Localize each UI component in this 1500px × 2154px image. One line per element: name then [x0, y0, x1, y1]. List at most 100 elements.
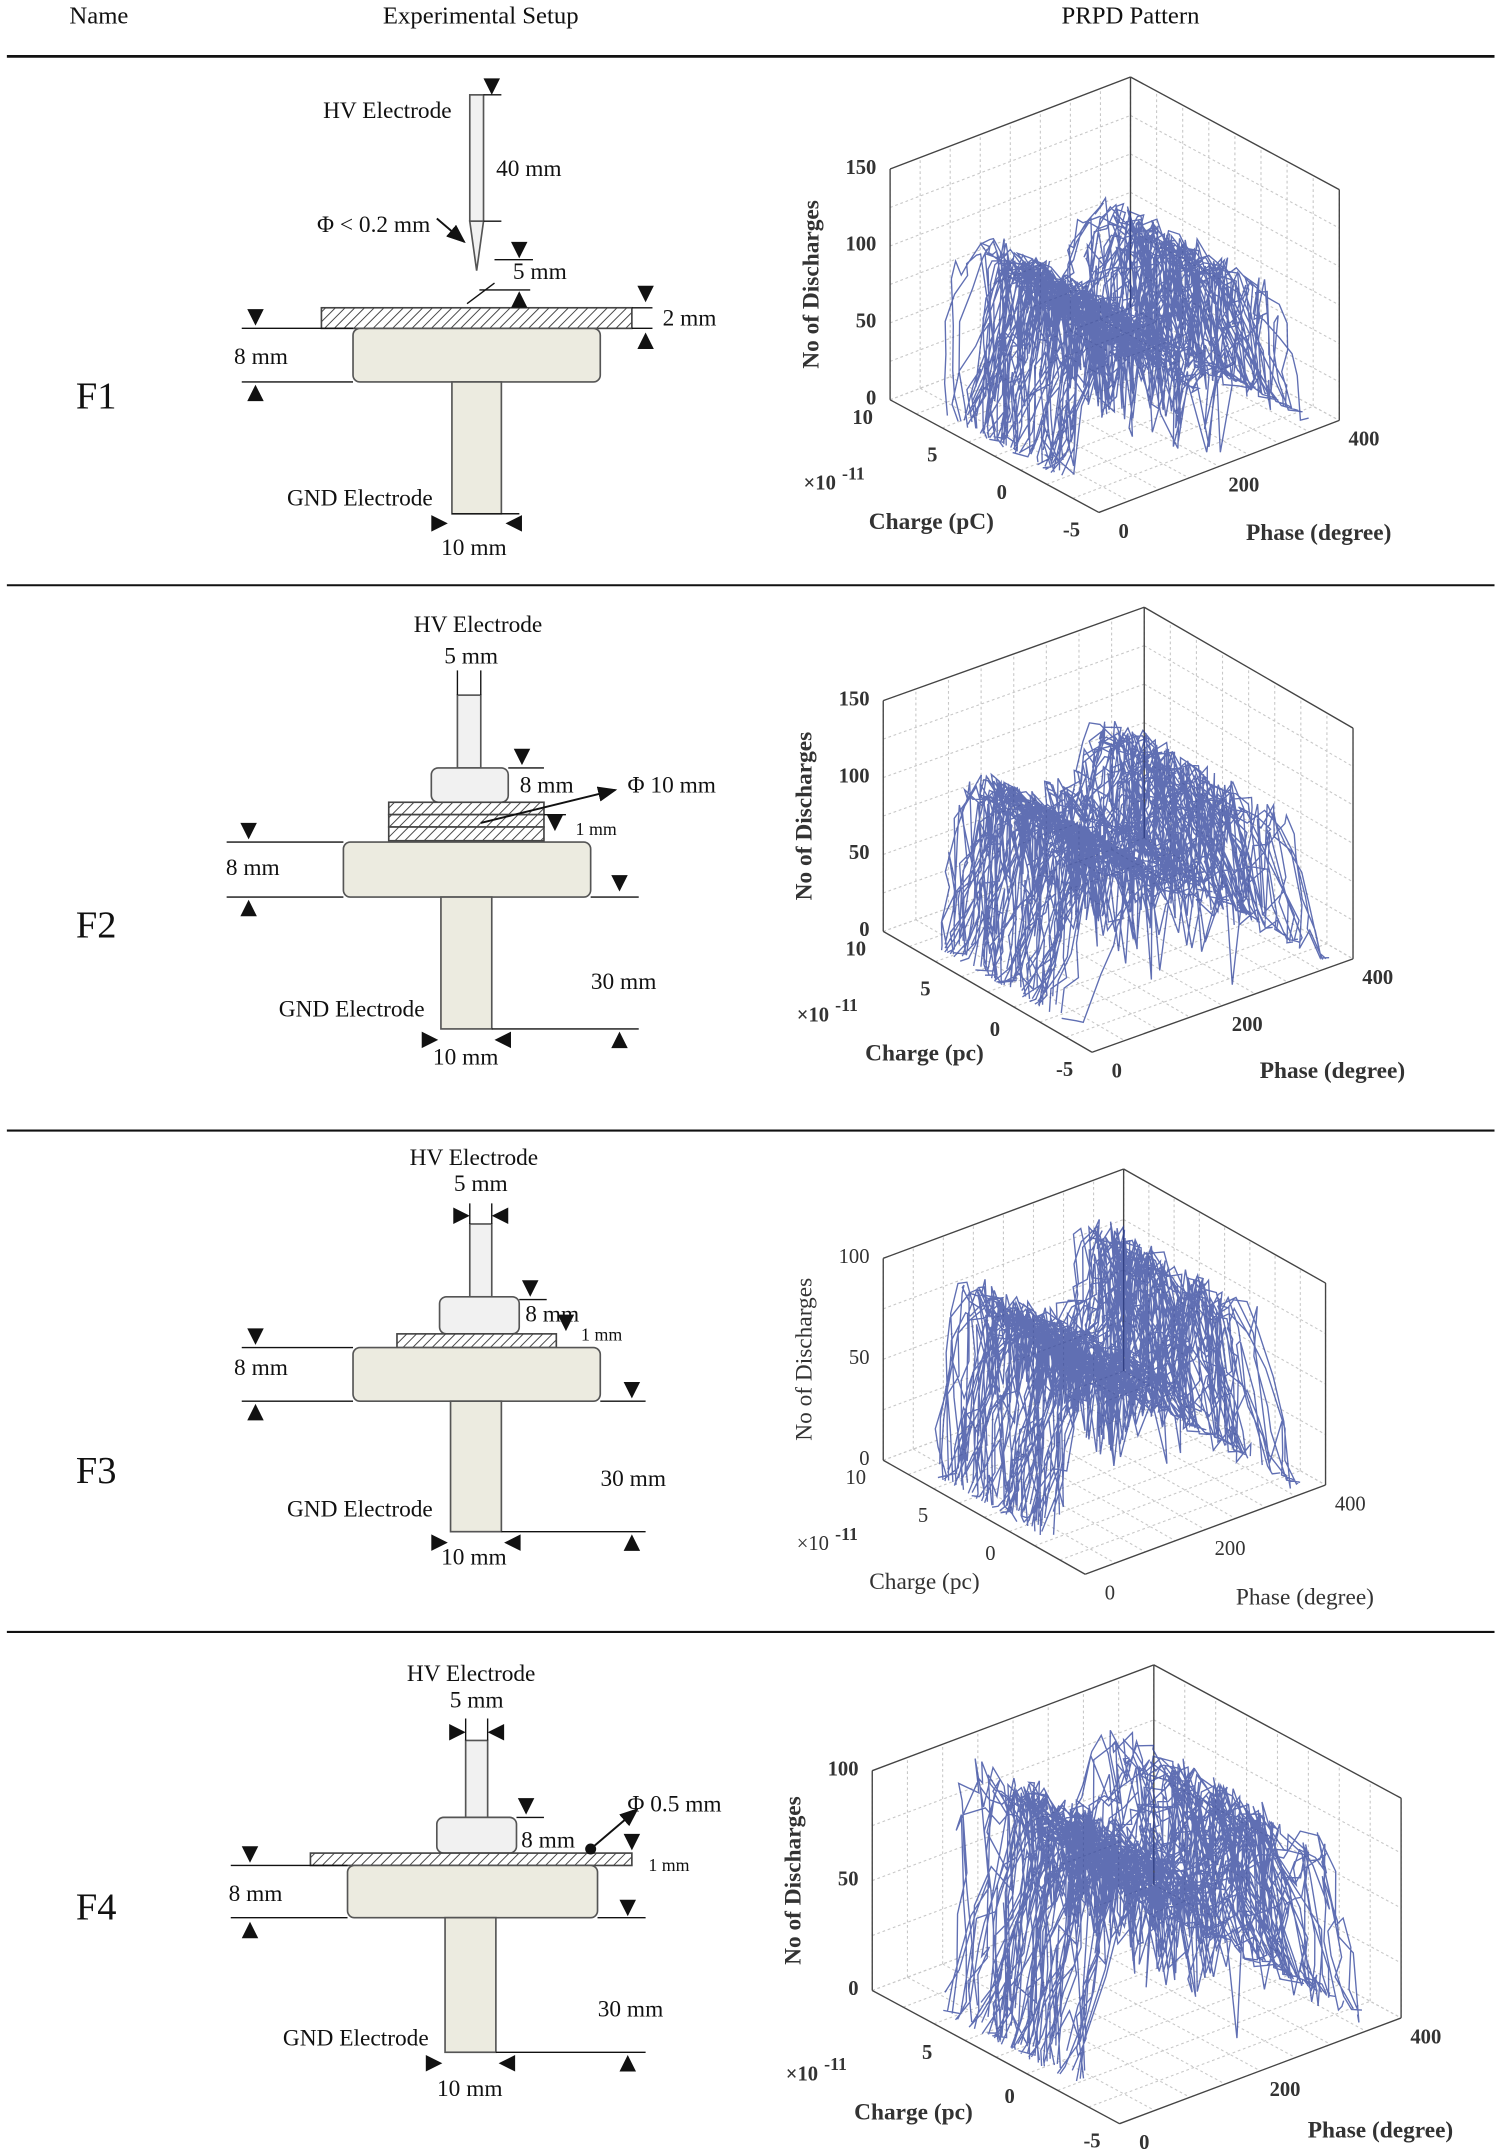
- multiplier: ×10: [797, 1533, 829, 1555]
- grid-line: [933, 1917, 1216, 2025]
- dimension-arrowhead: [491, 1207, 509, 1224]
- phase-axis-label: Phase (degree): [1260, 1058, 1405, 1084]
- z-axis-label: No of Discharges: [792, 1278, 818, 1441]
- setup-part: [309, 1852, 633, 1867]
- grid-line: [1143, 645, 1354, 768]
- dimension-arrowhead: [240, 822, 257, 840]
- phase-tick-label: 200: [1228, 475, 1259, 497]
- grid-line: [1143, 760, 1354, 883]
- setup-part: [435, 1816, 518, 1854]
- z-tick-label: 100: [828, 1758, 859, 1780]
- header-pattern: PRPD Pattern: [1061, 3, 1199, 30]
- setup-label: 10 mm: [433, 1045, 499, 1071]
- z-axis-label: No of Discharges: [781, 1796, 807, 1965]
- dimension-arrowhead: [521, 1280, 539, 1297]
- setup-part: [464, 1739, 489, 1819]
- setup-label: GND Electrode: [287, 485, 433, 511]
- setup-label: 8 mm: [521, 1827, 575, 1853]
- plot-box-edge: [871, 1989, 1120, 2125]
- setup-label: HV Electrode: [323, 98, 452, 124]
- grid-line: [1009, 1441, 1251, 1533]
- setup-label: HV Electrode: [407, 1661, 536, 1687]
- setup-part: [352, 1346, 602, 1402]
- phase-tick-label: 0: [1112, 1061, 1122, 1083]
- grid-line: [995, 1950, 1278, 2058]
- dimension-arrowhead: [611, 1031, 628, 1049]
- charge-tick-label: 10: [845, 938, 866, 960]
- grid-line: [872, 1829, 1155, 1937]
- grid-line: [1039, 928, 1302, 1023]
- dimension-arrowhead: [431, 515, 448, 532]
- plot-box-edge: [1098, 419, 1340, 514]
- row-name: F2: [76, 904, 117, 946]
- phase-axis-label: Phase (degree): [1308, 2117, 1453, 2143]
- plot-box-edge: [882, 1459, 1086, 1575]
- grid-line: [958, 1413, 1200, 1504]
- needle-tip: [468, 220, 485, 271]
- grid-line: [872, 1719, 1155, 1827]
- dimension-arrowhead: [247, 1328, 264, 1345]
- plot-box-edge: [1130, 76, 1340, 191]
- charge-tick-label: 0: [997, 482, 1007, 504]
- phase-tick-label: 0: [1118, 521, 1128, 543]
- setup-label: 8 mm: [525, 1301, 579, 1327]
- phase-tick-label: 400: [1410, 2026, 1441, 2048]
- grid-line: [973, 1426, 1176, 1542]
- charge-tick-label: 5: [918, 1505, 928, 1527]
- plot-box-edge: [883, 606, 1145, 702]
- grid-line: [1143, 683, 1354, 806]
- plot-box-edge: [1119, 2017, 1402, 2125]
- grid-line: [1034, 1455, 1276, 1547]
- setup-part: [430, 767, 510, 804]
- setup-part: [438, 1295, 521, 1335]
- row-name: F4: [76, 1887, 117, 1929]
- dimension-arrowhead: [453, 1207, 470, 1224]
- dimension-arrowhead: [637, 285, 654, 303]
- setup-label: 8 mm: [234, 344, 288, 370]
- grid-line: [913, 1448, 1116, 1564]
- z-tick-label: 50: [856, 311, 877, 333]
- setup-part: [468, 1223, 493, 1298]
- dimension-arrowhead: [247, 384, 264, 402]
- dimension-arrowhead: [483, 78, 500, 95]
- dimension-arrowhead: [623, 1833, 641, 1851]
- setup-label: 8 mm: [234, 1355, 288, 1381]
- dimension-arrowhead: [619, 1899, 636, 1917]
- z-tick-label: 150: [839, 688, 870, 710]
- setup-label: 1 mm: [581, 1325, 622, 1345]
- setup-part: [444, 1916, 497, 2054]
- plot-box-edge: [882, 930, 1093, 1053]
- phase-tick-label: 400: [1335, 1493, 1366, 1515]
- multiplier: ×10: [786, 2063, 818, 2085]
- dimension-arrowhead: [431, 1534, 448, 1551]
- setup-label: 10 mm: [441, 535, 507, 561]
- grid-line: [1130, 114, 1340, 229]
- dimension-arrowhead: [517, 1798, 535, 1815]
- dimension-arrowhead: [623, 1381, 641, 1399]
- setup-part: [387, 813, 545, 828]
- dimension-arrowhead: [241, 1921, 259, 1939]
- grid-line: [1123, 1219, 1326, 1335]
- exponent: -11: [842, 463, 865, 483]
- z-tick-label: 100: [845, 234, 876, 256]
- charge-tick-label: 5: [927, 444, 937, 466]
- setup-label: GND Electrode: [287, 1496, 433, 1522]
- charge-tick-label: 5: [920, 979, 930, 1001]
- grid-line: [1111, 849, 1321, 972]
- row-name: F1: [76, 376, 117, 418]
- plot-box-edge: [889, 76, 1131, 170]
- charge-axis-label: Charge (pc): [854, 2099, 973, 2125]
- plot-box-edge: [1084, 1484, 1326, 1575]
- z-tick-label: 0: [866, 388, 876, 410]
- grid-line: [883, 683, 1145, 779]
- grid-line: [872, 1884, 1155, 1991]
- pointer-arrow: [590, 1807, 639, 1850]
- grid-line: [883, 645, 1145, 740]
- phase-tick-label: 0: [1105, 1583, 1115, 1605]
- discharge-traces: [943, 1729, 1362, 2082]
- setup-label: 1 mm: [648, 1855, 689, 1875]
- dimension-arrowhead: [449, 1723, 466, 1741]
- grid-line: [1130, 230, 1340, 344]
- exponent: -11: [824, 2054, 847, 2074]
- grid-line: [1088, 2000, 1371, 2108]
